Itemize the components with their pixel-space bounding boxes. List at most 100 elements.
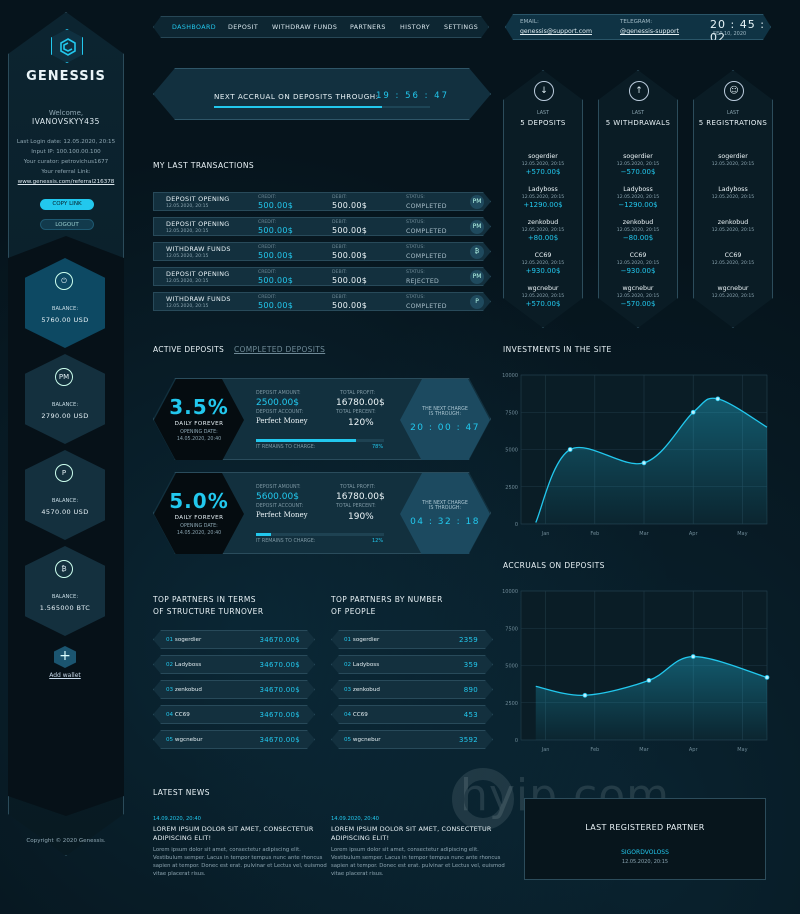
- entry-amount: +570.00$: [525, 300, 561, 308]
- y-tick-label: 7500: [505, 626, 518, 632]
- partner-value: 34670.00$: [259, 686, 300, 694]
- wallet-balance-amount: 4570.00 USD: [41, 508, 89, 516]
- total-percent-label: TOTAL PERCENT:: [336, 504, 376, 509]
- bitcoin-icon: ₿: [470, 245, 484, 259]
- nav-item-history[interactable]: HISTORY: [400, 24, 431, 31]
- y-tick-label: 0: [515, 738, 518, 744]
- last-partner-date: 12.05.2020, 20:15: [621, 859, 669, 865]
- partner-name: 01 sogerdier: [344, 637, 379, 643]
- partner-username: wgcnebur: [352, 737, 381, 743]
- user-name: sogerdier: [623, 153, 653, 160]
- entry-amount: +80.00$: [527, 234, 559, 242]
- last-5-withdrawals-panel: ↑ LAST 5 WITHDRAWALS sogerdier 12.05.2020, 2…: [598, 70, 678, 328]
- credit-value: 500.00$: [258, 251, 294, 260]
- partner-rank: 02: [344, 662, 352, 668]
- wallet-card[interactable]: ₿ BALANCE: 1.565000 BTC: [25, 546, 105, 636]
- partner-username: sogerdier: [352, 637, 380, 643]
- user-name: Ladyboss: [623, 186, 653, 193]
- news-headline[interactable]: LOREM IPSUM DOLOR SIT AMET, CONSECTETUR …: [153, 825, 314, 842]
- wallet-balance-amount: 1.565000 BTC: [39, 604, 91, 612]
- telegram-link[interactable]: @genessis-support: [620, 28, 680, 35]
- total-percent: 190%: [348, 512, 374, 522]
- partner-rank: 01: [166, 637, 174, 643]
- people-title-2: OF PEOPLE: [331, 607, 376, 616]
- data-point: [690, 654, 696, 659]
- nav-item-dashboard[interactable]: DASHBOARD: [172, 24, 216, 31]
- partner-name: 02 Ladyboss: [344, 662, 379, 668]
- input-ip: Input IP: 100.100.00.100: [31, 149, 101, 155]
- add-wallet-link[interactable]: Add wallet: [49, 672, 81, 679]
- news-body: Lorem ipsum dolor sit amet, consectetur …: [153, 847, 327, 877]
- partner-row: 02 Ladyboss 34670.00$: [153, 655, 315, 674]
- data-point: [646, 678, 652, 683]
- deposit-rate-hex: 5.0% DAILY FOREVER OPENING DATE: 14.05.2020…: [154, 473, 244, 555]
- partner-username: sogerdier: [174, 637, 202, 643]
- user-name: CC69: [534, 252, 552, 259]
- nav-item-partners[interactable]: PARTNERS: [350, 24, 386, 31]
- panel-subtitle: LAST: [726, 111, 740, 116]
- user-name: sogerdier: [718, 153, 748, 160]
- welcome-text: Welcome,: [48, 109, 84, 117]
- opening-date-label: OPENING DATE:: [180, 524, 218, 529]
- wallet-balance-amount: 5760.00 USD: [41, 316, 89, 324]
- list-item: sogerdier 12.05.2020, 20:15 −570.00$: [599, 153, 677, 176]
- tab-active-deposits[interactable]: ACTIVE DEPOSITS: [153, 345, 225, 354]
- list-item: Ladyboss 12.05.2020, 20:15 +1290.00$: [504, 186, 582, 209]
- entry-date: 12.05.2020, 20:15: [616, 294, 660, 299]
- payeer-icon: P: [55, 464, 73, 482]
- logout-button[interactable]: LOGOUT: [40, 219, 94, 230]
- entry-date: 12.05.2020, 20:15: [521, 261, 565, 266]
- nav-item-settings[interactable]: SETTINGS: [444, 24, 479, 31]
- x-tick-label: Mar: [639, 531, 649, 537]
- last-partner-name[interactable]: SIGORDVOLOSS: [621, 849, 669, 856]
- partner-value: 3592: [458, 736, 478, 744]
- transactions-title: MY LAST TRANSACTIONS: [153, 161, 255, 170]
- partner-row: 01 sogerdier 34670.00$: [153, 630, 315, 649]
- credit-value: 500.00$: [258, 301, 294, 310]
- telegram-label: TELEGRAM:: [620, 19, 653, 25]
- opening-date: 14.05.2020, 20:40: [176, 437, 222, 442]
- remains-label: IT REMAINS TO CHARGE:: [256, 445, 316, 450]
- status-value: COMPLETED: [406, 253, 447, 260]
- next-accrual-label: NEXT ACCRUAL ON DEPOSITS THROUGH:: [214, 92, 379, 101]
- referral-link[interactable]: www.genessis.com/referral216378: [17, 179, 115, 185]
- entry-amount: −570.00$: [620, 168, 656, 176]
- perfect-money-logo: Perfect Money: [256, 511, 308, 519]
- tab-completed-deposits[interactable]: COMPLETED DEPOSITS: [234, 345, 326, 354]
- entry-amount: −1290.00$: [618, 201, 658, 209]
- y-tick-label: 5000: [505, 448, 518, 454]
- nav-item-withdraw-funds[interactable]: WITHDRAW FUNDS: [272, 24, 338, 31]
- status-label: STATUS:: [406, 245, 425, 250]
- news-headline[interactable]: LOREM IPSUM DOLOR SIT AMET, CONSECTETUR …: [331, 825, 492, 842]
- partner-username: Ladyboss: [352, 662, 380, 668]
- entry-amount: −570.00$: [620, 300, 656, 308]
- partner-rank: 05: [166, 737, 174, 743]
- wallet-balance-label: BALANCE:: [51, 498, 79, 504]
- transaction-date: 12.05.2020, 20:15: [166, 279, 209, 284]
- email-link[interactable]: genessis@support.com: [520, 28, 592, 35]
- partner-value: 34670.00$: [259, 711, 300, 719]
- copy-link-button[interactable]: COPY LINK: [40, 199, 94, 210]
- next-charge-time: 04 : 32 : 18: [410, 517, 480, 527]
- entry-date: 12.05.2020, 20:15: [616, 261, 660, 266]
- partner-value: 453: [463, 711, 478, 719]
- y-tick-label: 2500: [505, 701, 518, 707]
- entry-amount: +1290.00$: [523, 201, 563, 209]
- add-wallet-icon[interactable]: +: [54, 646, 76, 668]
- wallet-card[interactable]: PM BALANCE: 2790.00 USD: [25, 354, 105, 444]
- wallet-card[interactable]: ⏻ BALANCE: 5760.00 USD: [25, 258, 105, 348]
- partner-name: 05 wgcnebur: [166, 737, 203, 743]
- partner-rank: 02: [166, 662, 174, 668]
- nav-item-deposit[interactable]: DEPOSIT: [228, 24, 259, 31]
- list-item: CC69 12.05.2020, 20:15: [694, 252, 772, 266]
- wallet-card[interactable]: P BALANCE: 4570.00 USD: [25, 450, 105, 540]
- list-item: zenkobud 12.05.2020, 20:15 −80.00$: [599, 219, 677, 242]
- partner-name: 04 CC69: [166, 712, 190, 718]
- username: IVANOVSKYY435: [32, 117, 100, 126]
- credit-value: 500.00$: [258, 226, 294, 235]
- next-accrual-panel: NEXT ACCRUAL ON DEPOSITS THROUGH: 19 : 5…: [153, 68, 491, 120]
- entry-date: 12.05.2020, 20:15: [521, 228, 565, 233]
- x-tick-label: Jan: [541, 531, 550, 537]
- entry-amount: −930.00$: [620, 267, 656, 275]
- partner-value: 359: [463, 661, 478, 669]
